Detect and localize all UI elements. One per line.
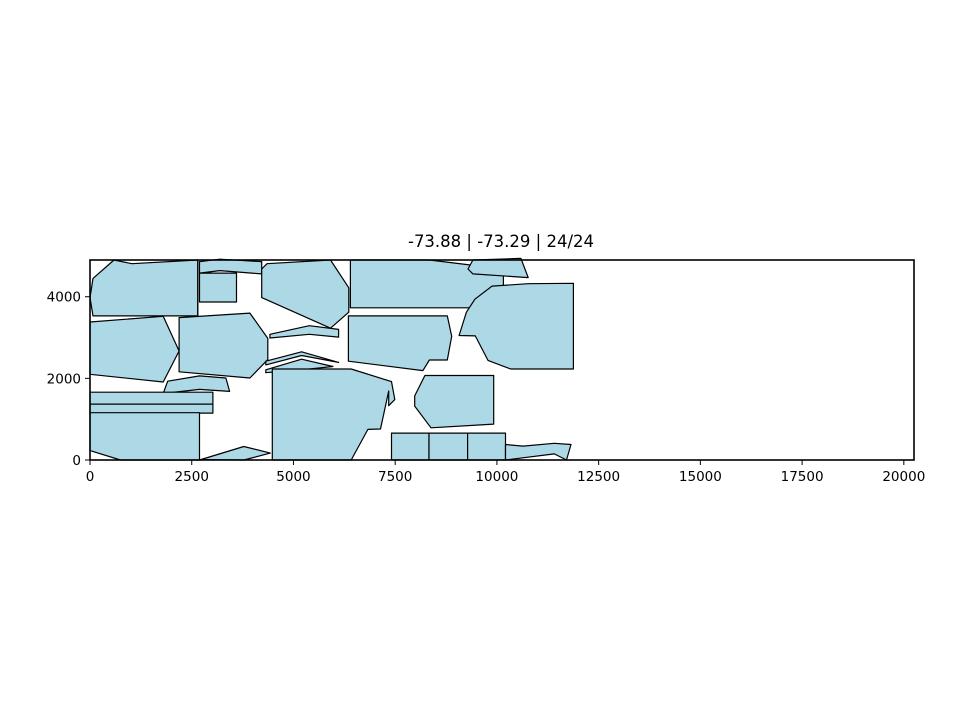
x-tick-label: 5000 (276, 469, 310, 485)
x-tick-label: 10000 (475, 469, 518, 485)
polygon-piece (261, 259, 350, 329)
y-axis: 0 2000 4000 (47, 290, 90, 469)
polygon-piece (269, 325, 340, 339)
chart-title: -73.88 | -73.29 | 24/24 (408, 232, 594, 251)
polygon-piece (467, 432, 507, 461)
y-tick-label: 0 (72, 453, 81, 469)
x-tick-label: 12500 (577, 469, 620, 485)
x-tick-label: 15000 (679, 469, 722, 485)
polygon-piece (89, 412, 201, 461)
polygon-piece (467, 257, 529, 279)
polygon-piece (198, 445, 271, 461)
polygon-piece (504, 442, 572, 461)
x-tick-label: 20000 (882, 469, 925, 485)
polygon-layer (89, 257, 575, 461)
x-tick-label: 7500 (378, 469, 412, 485)
y-tick-label: 2000 (47, 371, 81, 387)
y-tick-label: 4000 (47, 290, 81, 306)
polygon-piece (89, 403, 214, 414)
x-tick-label: 17500 (781, 469, 824, 485)
x-tick-label: 0 (86, 469, 95, 485)
plot-frame (89, 259, 915, 461)
polygon-piece (347, 315, 453, 372)
polygon-piece (198, 258, 263, 275)
polygon-piece (390, 432, 430, 461)
polygon-piece (198, 272, 238, 303)
polygon-piece (89, 315, 180, 383)
polygon-piece (89, 259, 199, 317)
polygon-piece (265, 351, 340, 366)
x-axis: 0 2500 5000 7500 10000 12500 15000 17500 20000 (86, 460, 925, 485)
polygon-piece (428, 432, 469, 461)
polygon-piece (178, 312, 269, 379)
polygon-piece (89, 391, 214, 405)
polygon-piece (414, 374, 495, 429)
polygon-piece (271, 368, 396, 461)
polygon-piece (458, 282, 575, 370)
polygon-piece (162, 375, 231, 395)
x-tick-label: 2500 (175, 469, 209, 485)
